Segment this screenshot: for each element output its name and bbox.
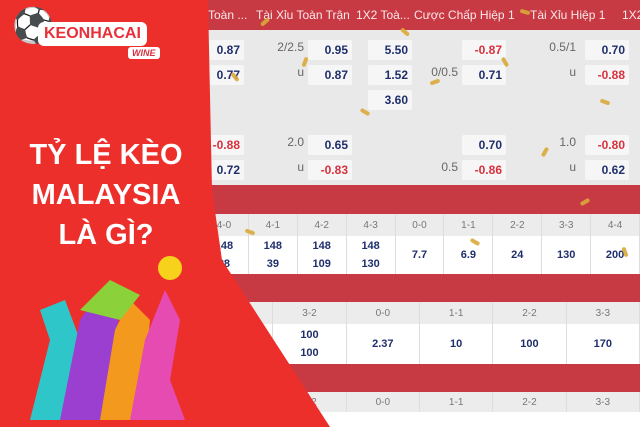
header-cuoc-chap-hiep-1[interactable]: Cược Chấp Hiệp 1 xyxy=(414,8,515,22)
odds-header: Toàn ... Tài Xỉu Toàn Trận 1X2 Toà... Cư… xyxy=(200,0,640,30)
divider-band xyxy=(200,274,640,302)
score-header-cell: 1-1 xyxy=(420,392,494,412)
score-odds-value: 148 xyxy=(263,240,283,252)
score-header-cell: 4-2 xyxy=(298,214,347,236)
score-header-cell: 3-2 xyxy=(273,302,347,324)
title-line-1: TỶ LỆ KÈO xyxy=(29,139,183,171)
score-header-cell: 2-2 xyxy=(493,214,543,236)
score-odds-cell[interactable]: 148 130 xyxy=(347,236,396,274)
score-header-cell: 3-3 xyxy=(567,302,640,324)
odds-cell-c2[interactable]: -0.83 xyxy=(308,160,352,180)
title-line-2: MALAYSIA xyxy=(31,179,181,211)
header-1x2[interactable]: 1X2 xyxy=(622,8,640,22)
score-header-cell: 1-1 xyxy=(420,302,494,324)
logo: KEONHACAI xyxy=(38,22,147,46)
ball-icon xyxy=(158,256,182,280)
odds-cell-line2: 0.5 xyxy=(441,160,458,174)
odds-cell-c4[interactable]: -0.80 xyxy=(585,135,629,155)
score-odds-cell[interactable]: 148 39 xyxy=(249,236,298,274)
score-odds-value: 148 xyxy=(312,240,331,252)
score-header-cell: 2-2 xyxy=(493,302,567,324)
score-odds-cell[interactable]: 6.9 xyxy=(444,236,494,274)
score-header-cell: 4-1 xyxy=(249,214,298,236)
odds-cell-line1: 2/2.5 xyxy=(277,40,304,54)
score-odds-value: 24 xyxy=(511,249,524,261)
header-tai-xiu-toan-tran[interactable]: Tài Xỉu Toàn Trận xyxy=(256,8,350,22)
score-odds-value: 109 xyxy=(312,258,331,270)
odds-cell-x12[interactable]: 1.52 xyxy=(368,65,412,85)
score-odds-value: 130 xyxy=(361,258,380,270)
score-odds-cell[interactable]: 100 100 xyxy=(273,324,347,364)
score-odds-value: 170 xyxy=(593,338,612,350)
score-header-cell: 4-4 xyxy=(591,214,640,236)
odds-cell-line3: 0.5/1 xyxy=(549,40,576,54)
odds-cell-c2[interactable]: 0.65 xyxy=(308,135,352,155)
odds-cell-x12[interactable]: 3.60 xyxy=(368,90,412,110)
score-odds-value: 100 xyxy=(300,329,319,341)
score-odds-value: 200 xyxy=(605,249,625,261)
score-header-cell: 0-0 xyxy=(347,302,420,324)
score-odds-value: 100 xyxy=(300,347,319,359)
odds-cell-c3[interactable]: 0.71 xyxy=(462,65,506,85)
score-odds-cell[interactable]: 24 xyxy=(493,236,543,274)
odds-cell-c2[interactable]: 0.87 xyxy=(308,65,352,85)
odds-cell-line1: 2.0 xyxy=(287,135,304,149)
odds-cell-c4[interactable]: -0.88 xyxy=(585,65,629,85)
score-header-cell: 4-0 xyxy=(200,214,249,236)
title-line-3: LÀ GÌ? xyxy=(58,219,154,251)
odds-cell-c4[interactable]: 0.62 xyxy=(585,160,629,180)
score-odds-value: 10 xyxy=(450,338,463,350)
odds-cell-line2: 0/0.5 xyxy=(431,65,458,79)
score-odds-value: 2.37 xyxy=(372,338,394,350)
odds-cell-x12[interactable]: 5.50 xyxy=(368,40,412,60)
odds-cell-line1: u xyxy=(297,65,304,79)
score-odds-value: 7.7 xyxy=(411,249,428,261)
odds-cell-line3: 1.0 xyxy=(559,135,576,149)
score-odds-cell[interactable]: 100 xyxy=(493,324,567,364)
odds-body xyxy=(200,30,640,185)
odds-cell-c3[interactable]: 0.70 xyxy=(462,135,506,155)
score-odds-value: 148 xyxy=(361,240,380,252)
odds-cell-line3: u xyxy=(569,160,576,174)
odds-cell-c2[interactable]: 0.95 xyxy=(308,40,352,60)
logo-sub: WINE xyxy=(128,47,160,59)
score-header-cell: 2-2 xyxy=(493,392,567,412)
score-odds-cell[interactable]: 130 xyxy=(542,236,592,274)
odds-table: Toàn ... Tài Xỉu Toàn Trận 1X2 Toà... Cư… xyxy=(200,0,640,427)
athletes-silhouette-icon xyxy=(30,256,185,420)
odds-cell-c3[interactable]: -0.87 xyxy=(462,40,506,60)
divider-band xyxy=(200,185,640,215)
score-odds-value: 6.9 xyxy=(460,249,477,261)
score-header-1: 4-0 4-1 4-2 4-3 0-0 1-1 2-2 3-3 4-4 xyxy=(200,214,640,236)
score-odds-cell[interactable]: 170 xyxy=(567,324,640,364)
header-1x2-toan[interactable]: 1X2 Toà... xyxy=(356,8,410,22)
odds-cell-c4[interactable]: 0.70 xyxy=(585,40,629,60)
score-header-cell: 4-3 xyxy=(347,214,396,236)
score-header-cell: 0-0 xyxy=(396,214,445,236)
score-odds-cell[interactable]: 148 109 xyxy=(298,236,347,274)
page-title: TỶ LỆ KÈO MALAYSIA LÀ GÌ? xyxy=(0,135,212,255)
score-odds-value: 130 xyxy=(557,249,576,261)
score-odds-cell[interactable]: 2.37 xyxy=(347,324,420,364)
score-header-cell: 0-0 xyxy=(347,392,420,412)
score-header-cell: 3-3 xyxy=(567,392,640,412)
header-toan[interactable]: Toàn ... xyxy=(208,8,248,22)
score-odds-value: 100 xyxy=(520,338,539,350)
odds-cell-line1: u xyxy=(297,160,304,174)
odds-cell-c3[interactable]: -0.86 xyxy=(462,160,506,180)
score-odds-cell[interactable]: 7.7 xyxy=(396,236,445,274)
header-tai-xiu-hiep-1[interactable]: Tài Xỉu Hiệp 1 xyxy=(530,8,606,22)
score-odds-cell[interactable]: 10 xyxy=(420,324,494,364)
odds-cell-c1[interactable]: 0.87 xyxy=(200,40,244,60)
score-header-cell: 1-1 xyxy=(444,214,494,236)
score-header-2: 3-13-20-01-12-23-3 xyxy=(200,302,640,324)
odds-cell-line3: u xyxy=(569,65,576,79)
score-odds-value: 39 xyxy=(266,258,279,270)
score-odds-cell[interactable]: 200 xyxy=(591,236,640,274)
score-header-cell: 3-3 xyxy=(542,214,592,236)
